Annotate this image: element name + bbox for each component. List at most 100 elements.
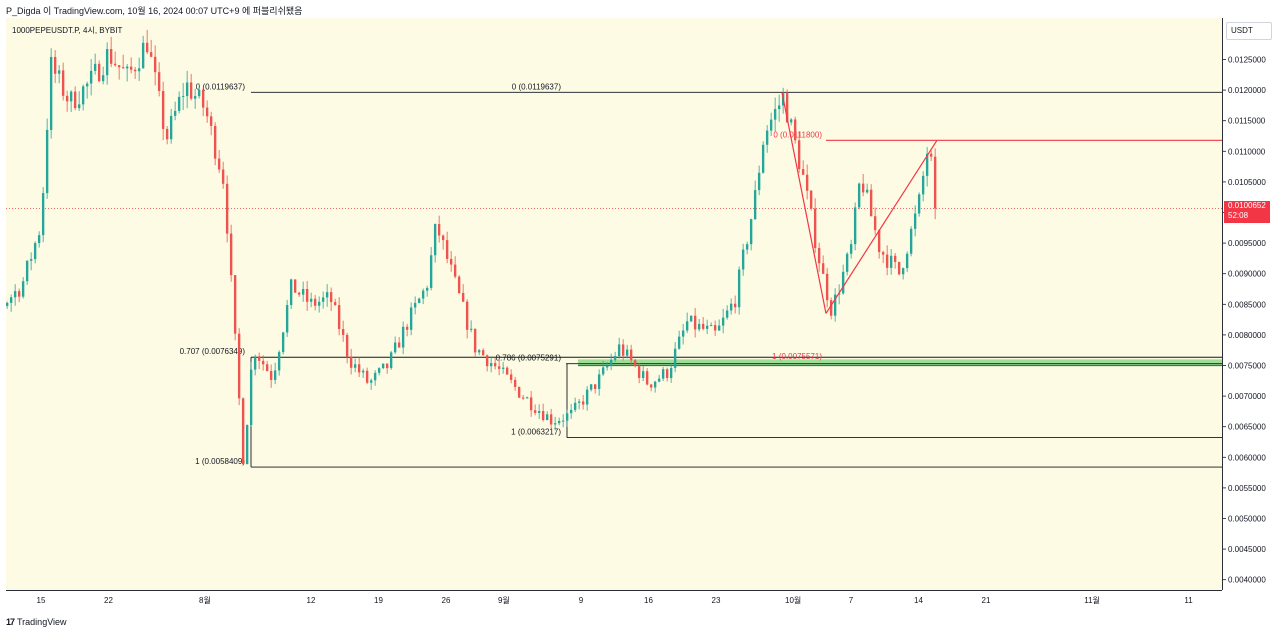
candle-body xyxy=(489,363,493,367)
candle-body xyxy=(637,365,641,379)
candle-body xyxy=(249,369,253,426)
candle-body xyxy=(541,411,545,421)
candle-body xyxy=(277,352,281,371)
candle-body xyxy=(649,384,653,388)
candle-body xyxy=(501,367,505,369)
candle-body xyxy=(241,398,245,465)
candle-body xyxy=(109,49,113,64)
candle-body xyxy=(245,425,249,465)
candle-body xyxy=(845,253,849,272)
candle-body xyxy=(269,370,273,380)
time-tick-label: 19 xyxy=(374,596,383,605)
candle-body xyxy=(865,189,869,193)
candle-body xyxy=(321,297,325,302)
candle-body xyxy=(237,333,241,399)
candle-body xyxy=(553,423,557,425)
candle-body xyxy=(297,292,301,295)
publish-info: P_Digda 이 TradingView.com, 10월 16, 2024 … xyxy=(6,6,303,16)
candle-body xyxy=(53,56,57,74)
candle-body xyxy=(725,310,729,318)
candle-body xyxy=(761,144,765,173)
candle-body xyxy=(929,153,933,157)
candle-body xyxy=(521,397,525,399)
candle-body xyxy=(389,352,393,369)
trend-line-up xyxy=(825,139,938,314)
candle-body xyxy=(17,291,21,297)
candle-body xyxy=(893,255,897,262)
candle-body xyxy=(701,323,705,329)
price-axis[interactable]: 0.0125000 0.0120000 0.0115000 0.0110000 0.01… xyxy=(1222,18,1280,590)
candle-body xyxy=(345,334,349,357)
candle-body xyxy=(889,255,893,268)
candle-body xyxy=(745,244,749,250)
candle-body xyxy=(257,356,261,361)
candle-body xyxy=(629,349,633,361)
candle-body xyxy=(601,367,605,375)
candle-body xyxy=(585,389,589,405)
candle-body xyxy=(445,240,449,259)
time-tick-label: 7 xyxy=(849,596,854,605)
price-tick-label: 0.0090000 xyxy=(1228,270,1266,279)
candle-body xyxy=(821,263,825,274)
candle-body xyxy=(209,116,213,126)
candle-body xyxy=(6,302,9,306)
candle-body xyxy=(877,230,881,253)
candle-body xyxy=(453,264,457,277)
candle-body xyxy=(605,365,609,368)
candle-body xyxy=(85,83,89,87)
candle-body xyxy=(97,63,101,82)
candle-body xyxy=(405,326,409,330)
time-tick-label: 8월 xyxy=(199,595,211,605)
candle-body xyxy=(933,156,937,209)
symbol-label: 1000PEPEUSDT.P, 4시, BYBIT xyxy=(12,26,123,35)
candle-body xyxy=(733,303,737,308)
candle-body xyxy=(645,371,649,385)
fib-level-label: 1 (0.0058409) xyxy=(195,457,245,466)
currency-selector[interactable]: USDT xyxy=(1226,22,1272,40)
candle-body xyxy=(721,317,725,326)
tradingview-logo[interactable]: 17 TradingView xyxy=(6,617,67,627)
time-tick-label: 21 xyxy=(982,596,991,605)
candle-body xyxy=(65,95,69,102)
candle-body xyxy=(37,235,41,244)
candle-body xyxy=(265,364,269,371)
candle-body xyxy=(329,292,333,303)
candle-body xyxy=(749,219,753,245)
candle-body xyxy=(129,66,133,70)
candle-body xyxy=(873,216,877,231)
candle-body xyxy=(57,70,61,74)
time-axis[interactable]: 15 22 8월 12 19 26 9월 9 16 23 10월 7 14 21 11월 11 xyxy=(6,590,1222,611)
candle-body xyxy=(401,326,405,348)
time-tick-label: 11월 xyxy=(1084,595,1100,605)
candle-body xyxy=(793,119,797,141)
chart-area[interactable]: 0 (0.0119637) 0.707 (0.0076349) 1 (0.00584… xyxy=(6,18,1222,590)
candle-body xyxy=(833,294,837,316)
time-tick-label: 12 xyxy=(307,596,316,605)
candle-body xyxy=(925,153,929,176)
candle-body xyxy=(913,213,917,229)
candle-body xyxy=(901,268,905,275)
candle-body xyxy=(333,302,337,306)
candlestick-chart[interactable]: 0 (0.0119637) 0.707 (0.0076349) 1 (0.00584… xyxy=(6,18,1222,590)
candle-body xyxy=(9,297,13,303)
fib-level-label: 0.786 (0.0075291) xyxy=(496,354,562,363)
candle-body xyxy=(229,233,233,276)
candle-body xyxy=(337,305,341,330)
candle-body xyxy=(597,374,601,389)
candle-body xyxy=(169,115,173,140)
candle-body xyxy=(573,402,577,410)
candle-body xyxy=(409,307,413,330)
candle-body xyxy=(825,273,829,301)
candle-body xyxy=(305,288,309,302)
last-price-tag: 0.0100652 52:08 xyxy=(1224,201,1270,223)
candle-body xyxy=(773,109,777,120)
candle-body xyxy=(517,386,521,398)
candle-body xyxy=(373,372,377,381)
time-tick-label: 16 xyxy=(644,596,653,605)
fib-level-label: 0.707 (0.0076349) xyxy=(180,347,246,356)
candle-body xyxy=(785,93,789,123)
price-tick-label: 0.0080000 xyxy=(1228,331,1266,340)
time-tick-label: 22 xyxy=(104,596,113,605)
candle-body xyxy=(609,359,613,366)
candle-body xyxy=(481,350,485,356)
